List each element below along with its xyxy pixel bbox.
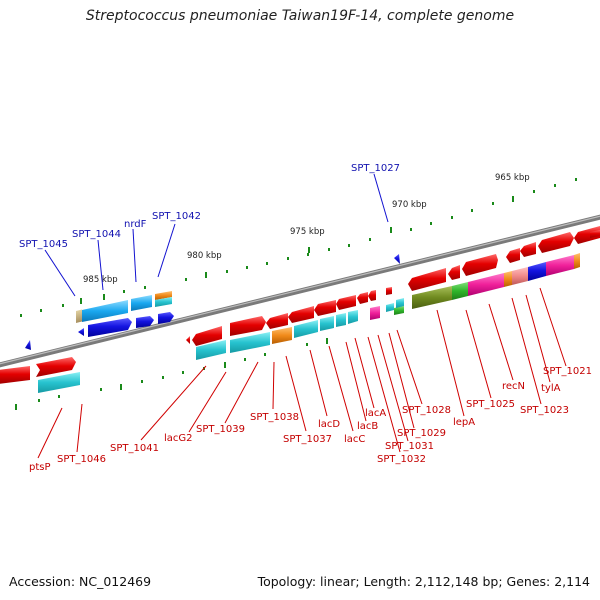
- gene-spt-1038[interactable]: [266, 313, 288, 329]
- label-laca[interactable]: lacA: [365, 408, 386, 419]
- genome-summary-text: Topology: linear; Length: 2,112,148 bp; …: [257, 574, 590, 589]
- gene-spt-1021[interactable]: [574, 226, 600, 244]
- forward-cog-bands: [38, 253, 580, 393]
- label-lacd[interactable]: lacD: [318, 419, 340, 430]
- gene-lacd[interactable]: [314, 300, 336, 316]
- label-lacg2[interactable]: lacG2: [164, 433, 193, 444]
- label-spt-1032[interactable]: SPT_1032: [377, 454, 426, 465]
- gene-spt-1029[interactable]: [408, 268, 446, 291]
- gene-lacc[interactable]: [336, 295, 356, 310]
- label-nrdf[interactable]: nrdF: [124, 219, 147, 230]
- gene-nrdf[interactable]: [136, 316, 154, 328]
- label-lacc[interactable]: lacC: [344, 434, 365, 445]
- label-ptsp[interactable]: ptsP: [29, 462, 51, 473]
- label-spt-1029[interactable]: SPT_1029: [397, 428, 446, 439]
- gene-spt-1046[interactable]: [36, 357, 76, 377]
- gene-recn[interactable]: [506, 248, 520, 263]
- label-lacb[interactable]: lacB: [357, 421, 378, 432]
- gene-tyla[interactable]: [538, 232, 574, 253]
- gene-labels-top: SPT_1045 SPT_1044 nrdF SPT_1042 SPT_1027: [19, 163, 400, 250]
- scale-label-970: 970 kbp: [392, 200, 427, 210]
- label-spt-1031[interactable]: SPT_1031: [385, 441, 434, 452]
- gene-spt-1041[interactable]: [192, 326, 222, 346]
- gene-spt-1025[interactable]: [462, 254, 498, 276]
- gene-spt-1042[interactable]: [158, 312, 174, 324]
- gene-spt-1044[interactable]: [88, 318, 132, 337]
- label-spt-1046[interactable]: SPT_1046: [57, 454, 106, 465]
- scale-dots-top: [20, 178, 577, 317]
- label-spt-1045[interactable]: SPT_1045: [19, 239, 68, 250]
- label-spt-1025[interactable]: SPT_1025: [466, 399, 515, 410]
- scale-labels: 965 kbp 970 kbp 975 kbp 980 kbp 985 kbp: [83, 173, 530, 285]
- accession-text: Accession: NC_012469: [9, 574, 152, 589]
- label-spt-1037[interactable]: SPT_1037: [283, 434, 332, 445]
- leader-lines-top: [44, 173, 389, 297]
- label-spt-1027[interactable]: SPT_1027: [351, 163, 400, 174]
- label-tyla[interactable]: tylA: [541, 383, 561, 394]
- label-lepa[interactable]: lepA: [453, 417, 475, 428]
- gene-lacb[interactable]: [357, 292, 368, 304]
- gene-spt-1032[interactable]: [386, 287, 392, 295]
- reverse-strand-genes: [25, 254, 400, 350]
- gene-small-blue-left[interactable]: [25, 340, 31, 350]
- gene-spt-1027[interactable]: [394, 254, 400, 264]
- label-spt-1021[interactable]: SPT_1021: [543, 366, 592, 377]
- gene-labels-bottom: ptsP SPT_1046 SPT_1041 lacG2 SPT_1039 SP…: [29, 366, 592, 473]
- gene-laca[interactable]: [368, 290, 376, 301]
- forward-strand-genes: [0, 226, 600, 384]
- scale-label-985: 985 kbp: [83, 275, 118, 285]
- gene-lepa[interactable]: [448, 265, 460, 280]
- scale-label-980: 980 kbp: [187, 251, 222, 261]
- leader-lines-bottom: [37, 287, 567, 459]
- label-spt-1023[interactable]: SPT_1023: [520, 405, 569, 416]
- gene-spt-1023[interactable]: [520, 242, 536, 257]
- gene-spt-1039[interactable]: [230, 316, 266, 336]
- gene-spt-1041-arrow[interactable]: [186, 336, 190, 344]
- label-spt-1028[interactable]: SPT_1028: [402, 405, 451, 416]
- gene-ptsp[interactable]: [0, 366, 30, 384]
- label-spt-1041[interactable]: SPT_1041: [110, 443, 159, 454]
- scale-label-965: 965 kbp: [495, 173, 530, 183]
- gene-right-edge[interactable]: [590, 230, 600, 238]
- label-spt-1044[interactable]: SPT_1044: [72, 229, 121, 240]
- label-spt-1039[interactable]: SPT_1039: [196, 424, 245, 435]
- label-spt-1038[interactable]: SPT_1038: [250, 412, 299, 423]
- reverse-cog-bands: [76, 291, 172, 324]
- gene-spt-1045[interactable]: [78, 328, 84, 336]
- gene-spt-1037[interactable]: [288, 306, 314, 323]
- scale-label-975: 975 kbp: [290, 227, 325, 237]
- label-recn[interactable]: recN: [502, 381, 525, 392]
- label-spt-1042[interactable]: SPT_1042: [152, 211, 201, 222]
- map-title: Streptococcus pneumoniae Taiwan19F-14, c…: [85, 8, 515, 24]
